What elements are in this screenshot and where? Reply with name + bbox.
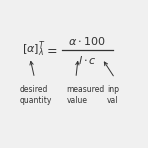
Text: desired
quantity: desired quantity xyxy=(20,85,52,105)
Text: inp
val: inp val xyxy=(107,85,119,105)
Text: $\alpha \cdot 100$: $\alpha \cdot 100$ xyxy=(69,34,106,47)
Text: measured
value: measured value xyxy=(67,85,105,105)
Text: $[\alpha]_\lambda^T$: $[\alpha]_\lambda^T$ xyxy=(22,40,45,59)
Text: $l \cdot c$: $l \cdot c$ xyxy=(78,54,97,66)
Text: $=$: $=$ xyxy=(44,43,58,56)
